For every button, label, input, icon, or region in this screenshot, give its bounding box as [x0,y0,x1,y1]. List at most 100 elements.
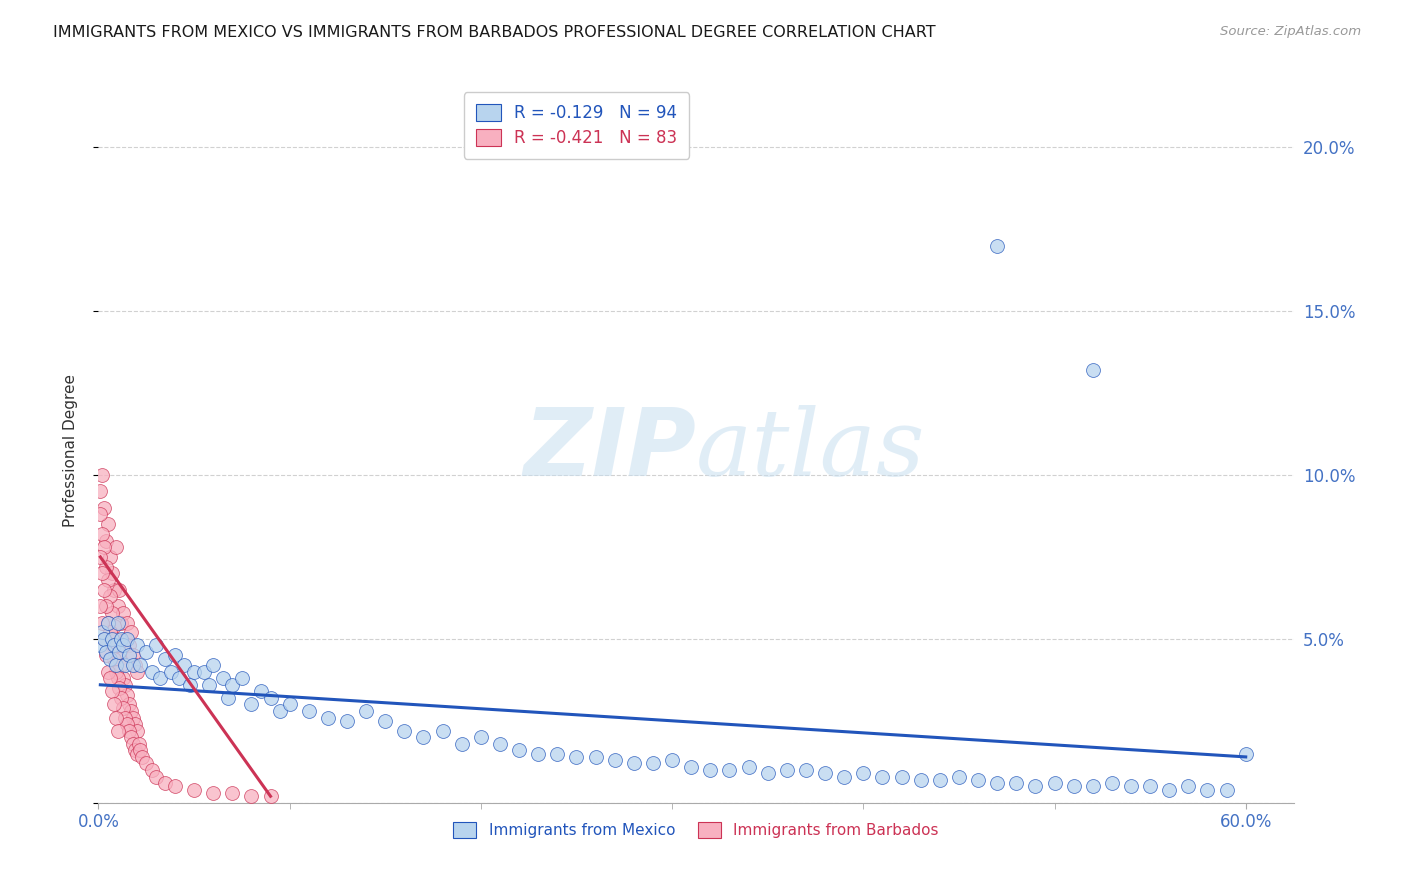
Point [737,760,759,774]
Point [89,599,111,614]
Point [489,737,512,751]
Point [94,533,117,548]
Point [110,615,132,630]
Point [101,632,124,646]
Point [198,678,221,692]
Point [124,743,146,757]
Point [240,698,263,712]
Point [163,648,186,663]
Point [114,710,136,724]
Point [1234,747,1257,761]
Point [1005,776,1028,790]
Point [221,678,243,692]
Point [336,714,359,728]
Point [101,684,124,698]
Point [104,710,127,724]
Point [103,698,125,712]
Point [94,648,117,663]
Point [259,789,281,804]
Point [101,606,124,620]
Point [316,710,339,724]
Point [97,573,120,587]
Point [108,681,131,695]
Point [250,684,273,698]
Point [1215,782,1237,797]
Point [91,468,114,483]
Point [432,723,454,738]
Point [97,615,120,630]
Point [661,753,683,767]
Point [211,671,233,685]
Point [135,756,157,771]
Point [93,632,115,646]
Point [115,632,138,646]
Point [107,639,129,653]
Point [107,671,129,685]
Point [141,665,163,679]
Point [354,704,377,718]
Point [756,766,779,780]
Point [160,665,183,679]
Point [118,723,141,738]
Point [967,772,990,787]
Point [118,639,141,653]
Point [641,756,664,771]
Point [394,723,416,738]
Text: ZIP: ZIP [523,404,696,497]
Point [217,690,239,705]
Point [104,665,127,679]
Point [145,639,167,653]
Point [101,566,124,581]
Point [1081,363,1104,377]
Point [1159,782,1181,797]
Point [104,632,127,646]
Point [89,508,111,522]
Point [1101,776,1123,790]
Point [986,238,1008,252]
Point [240,789,263,804]
Point [108,651,131,665]
Point [114,658,136,673]
Point [1197,782,1219,797]
Point [103,582,125,597]
Point [125,747,148,761]
Point [107,599,129,614]
Point [231,671,253,685]
Point [112,700,135,714]
Point [141,763,163,777]
Point [278,698,301,712]
Point [986,776,1008,790]
Point [97,665,120,679]
Point [1177,780,1199,794]
Point [193,665,215,679]
Point [565,750,588,764]
Point [114,678,136,692]
Point [103,651,125,665]
Point [374,714,396,728]
Point [120,731,142,745]
Point [202,786,225,800]
Point [125,723,148,738]
Point [718,763,741,777]
Point [794,763,817,777]
Point [118,698,141,712]
Point [470,731,492,745]
Point [121,737,143,751]
Point [91,566,114,581]
Y-axis label: Professional Degree: Professional Degree [63,374,77,527]
Point [91,615,114,630]
Point [298,704,321,718]
Point [125,665,148,679]
Point [872,770,894,784]
Point [120,704,142,718]
Point [93,632,115,646]
Point [110,690,132,705]
Point [167,671,190,685]
Point [98,549,121,564]
Point [623,756,645,771]
Point [129,743,152,757]
Point [508,743,530,757]
Point [94,559,117,574]
Point [115,717,138,731]
Point [149,671,172,685]
